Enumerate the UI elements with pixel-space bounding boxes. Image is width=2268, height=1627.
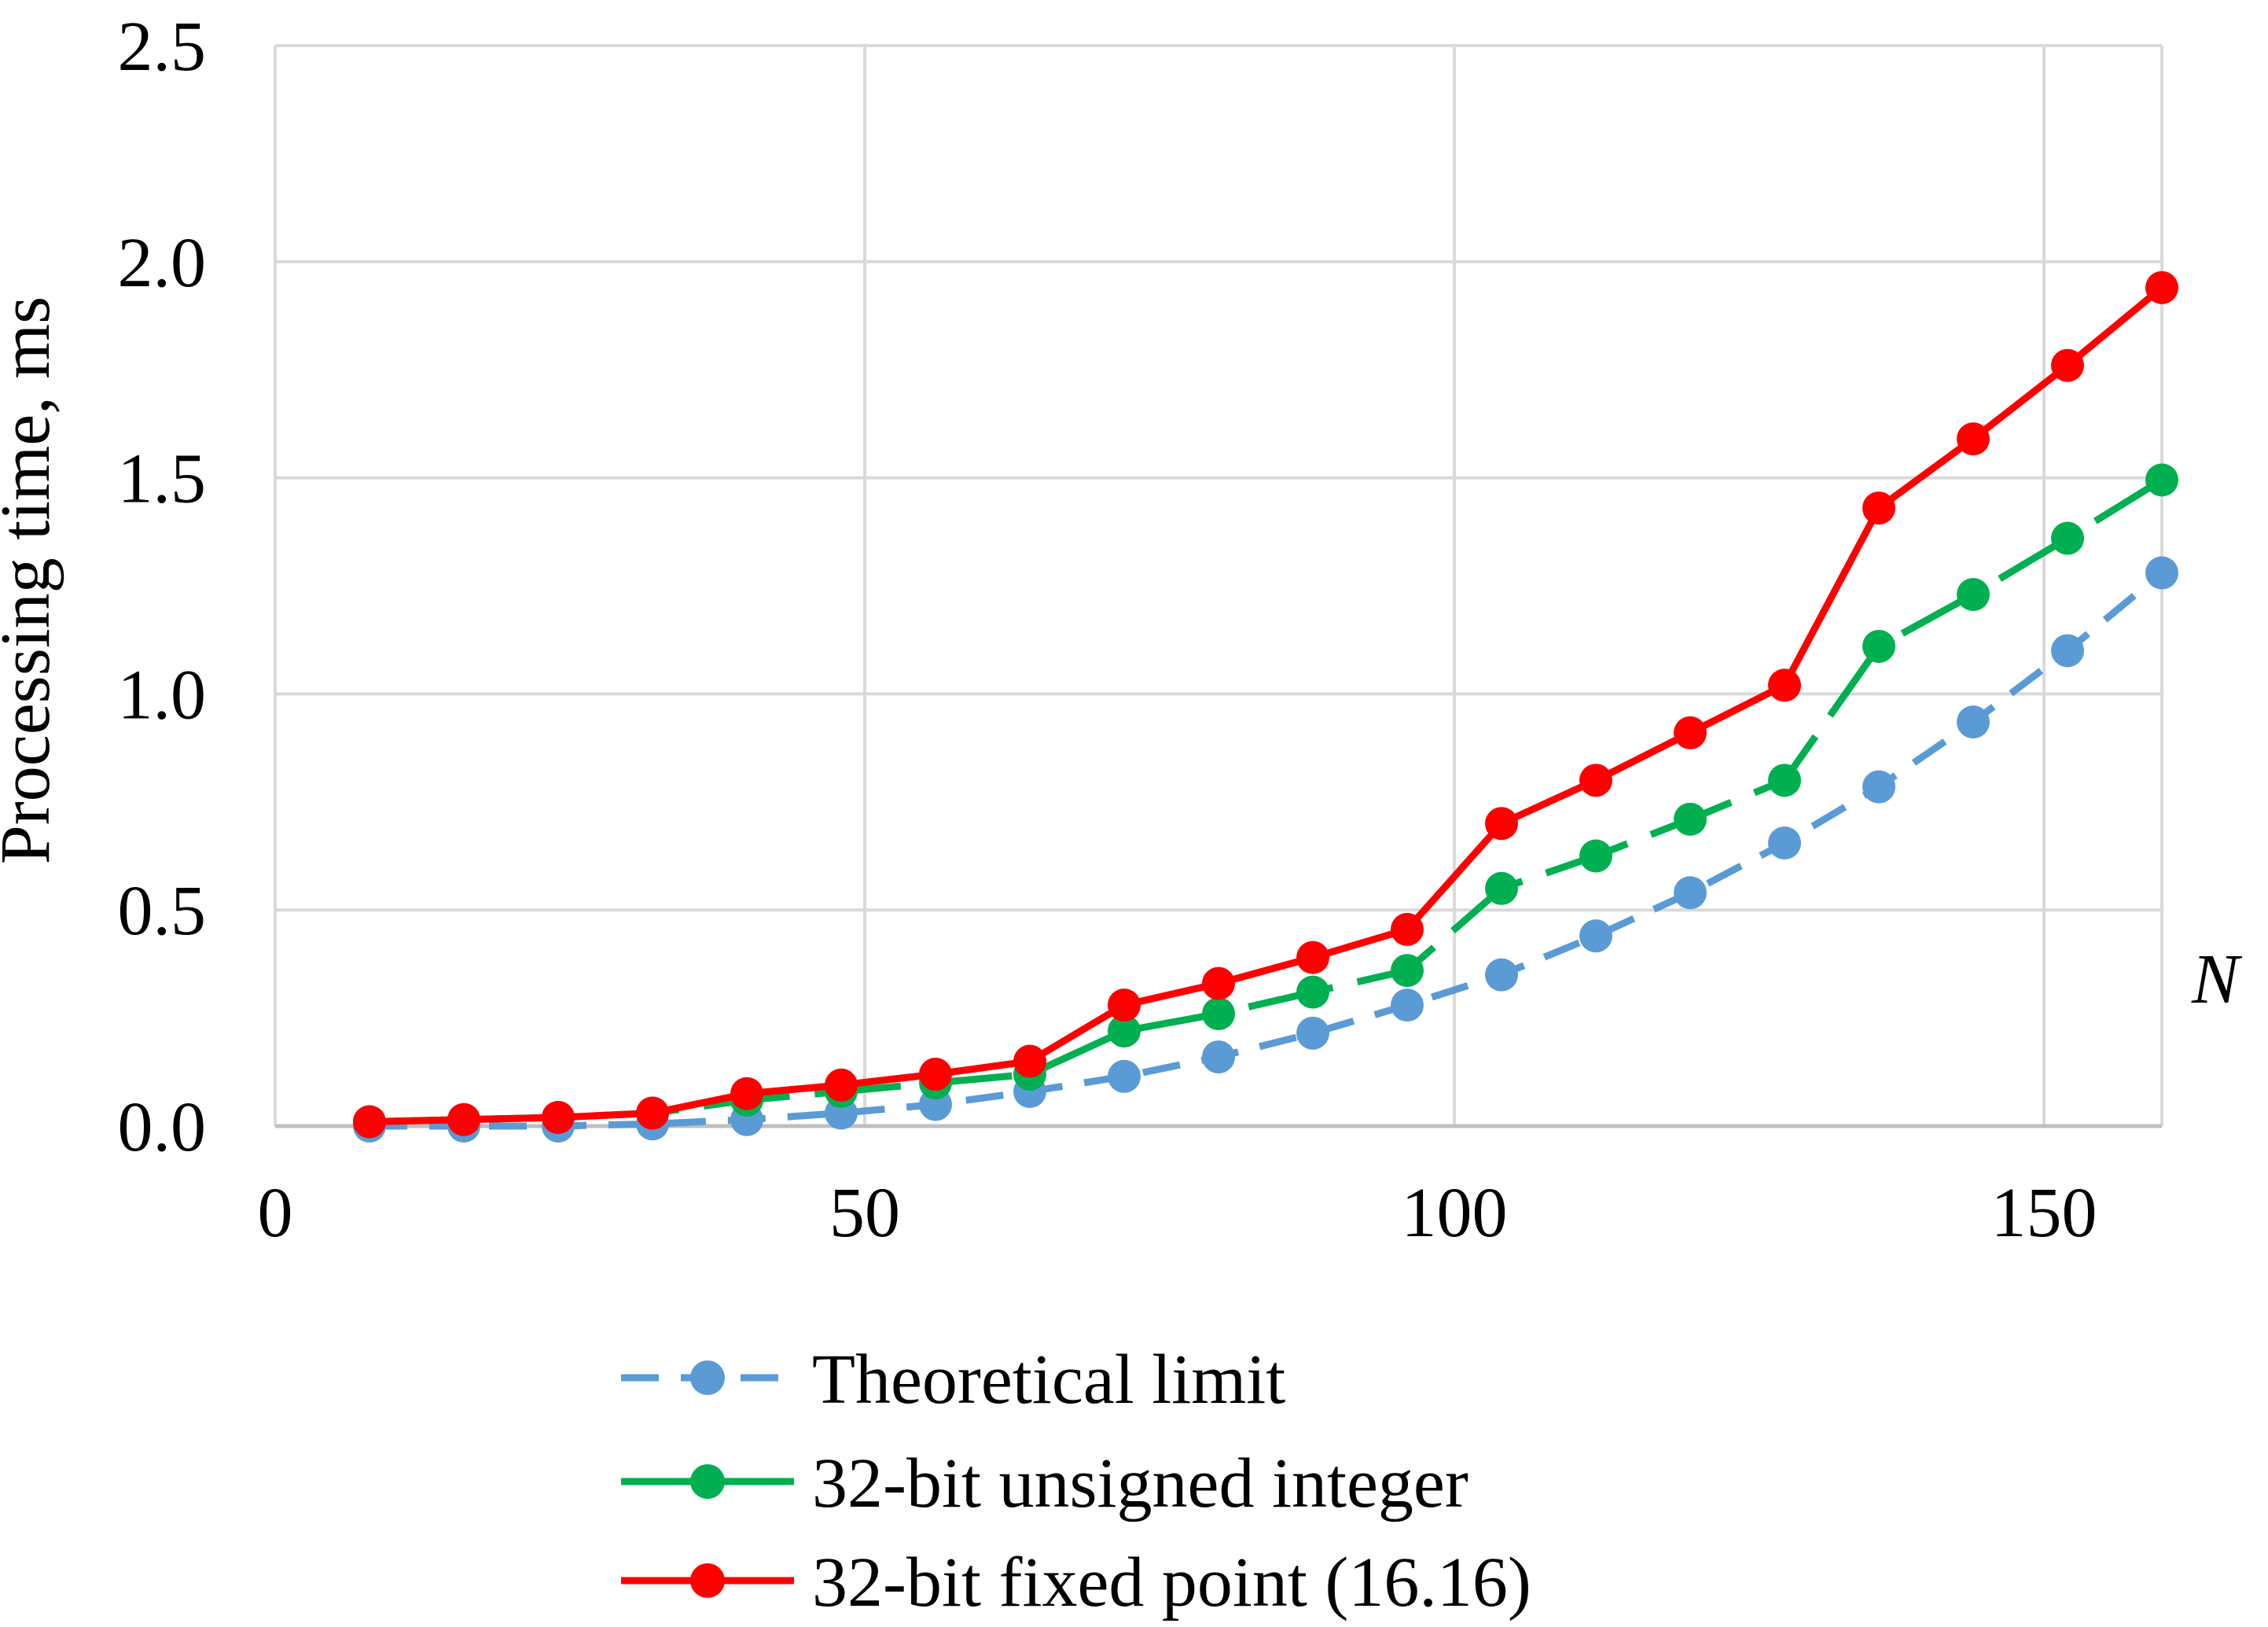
data-point — [1202, 966, 1235, 1000]
data-point — [1862, 770, 1895, 804]
y-tick-label: 0.0 — [118, 1088, 207, 1166]
data-point — [1674, 802, 1707, 836]
data-point — [1579, 839, 1612, 873]
data-point — [1108, 1059, 1141, 1093]
y-tick-label: 2.5 — [118, 8, 207, 86]
data-point — [730, 1077, 763, 1110]
data-point — [1485, 958, 1518, 992]
data-point — [2145, 463, 2178, 497]
data-point — [2051, 348, 2084, 382]
data-point — [2051, 634, 2084, 668]
data-point — [1957, 577, 1990, 611]
data-point — [825, 1068, 858, 1102]
data-point — [1768, 826, 1801, 860]
y-tick-label: 0.5 — [118, 872, 207, 950]
data-point — [1391, 954, 1424, 988]
x-axis-title: N — [2191, 940, 2243, 1018]
data-point — [1108, 988, 1141, 1022]
data-point — [1768, 668, 1801, 702]
legend-item: Theoretical limit — [621, 1341, 1285, 1419]
data-point — [1296, 1016, 1329, 1050]
data-point — [1391, 988, 1424, 1022]
legend-swatch-marker — [690, 1360, 725, 1395]
data-point — [1485, 807, 1518, 841]
legend-label: 32-bit unsigned integer — [812, 1445, 1469, 1522]
y-axis-title: Processing time, ms — [0, 296, 64, 864]
data-point — [1202, 1040, 1235, 1074]
legend-swatch-marker — [690, 1563, 725, 1598]
data-point — [447, 1102, 480, 1136]
data-point — [1957, 705, 1990, 739]
data-point — [1296, 940, 1329, 974]
legend-item: 32-bit unsigned integer — [621, 1445, 1469, 1522]
series-layer — [353, 271, 2178, 1143]
legend: Theoretical limit 32-bit unsigned integer… — [621, 1341, 1531, 1621]
grid — [274, 44, 2163, 1128]
data-point — [2145, 271, 2178, 304]
data-point — [542, 1101, 575, 1135]
series-line — [369, 285, 2164, 1126]
legend-label: Theoretical limit — [812, 1341, 1285, 1419]
data-point — [1957, 422, 1990, 456]
data-point — [1768, 764, 1801, 797]
x-tick-label: 150 — [1991, 1174, 2097, 1252]
data-point — [1674, 876, 1707, 910]
series-3 — [353, 271, 2178, 1139]
data-point — [1579, 764, 1612, 797]
x-tick-label: 100 — [1402, 1174, 1508, 1252]
data-point — [1485, 871, 1518, 905]
data-point — [1579, 919, 1612, 953]
data-point — [1862, 629, 1895, 663]
data-point — [1296, 975, 1329, 1009]
data-point — [2145, 556, 2178, 590]
series-line — [369, 570, 2164, 1130]
y-tick-label: 1.5 — [118, 440, 207, 518]
legend-item: 32-bit fixed point (16.16) — [621, 1544, 1531, 1621]
series-1 — [353, 556, 2178, 1143]
data-point — [919, 1058, 952, 1091]
data-point — [1674, 716, 1707, 749]
series-2 — [353, 463, 2178, 1139]
y-tick-label: 2.0 — [118, 224, 207, 302]
legend-label: 32-bit fixed point (16.16) — [812, 1544, 1531, 1621]
data-point — [1391, 912, 1424, 946]
y-tick-label: 1.0 — [118, 656, 207, 734]
data-point — [2051, 521, 2084, 555]
x-tick-label: 50 — [829, 1174, 900, 1252]
tick-labels: 0.0 0.5 1.0 1.5 2.0 2.5 0 50 100 150 — [118, 8, 2097, 1252]
data-point — [353, 1105, 386, 1139]
data-point — [636, 1096, 669, 1130]
data-point — [1013, 1044, 1046, 1078]
legend-swatch-marker — [690, 1464, 725, 1499]
data-point — [1202, 997, 1235, 1031]
data-point — [1862, 491, 1895, 525]
data-point — [1108, 1014, 1141, 1048]
x-tick-label: 0 — [258, 1174, 293, 1252]
series-line — [369, 477, 2164, 1126]
